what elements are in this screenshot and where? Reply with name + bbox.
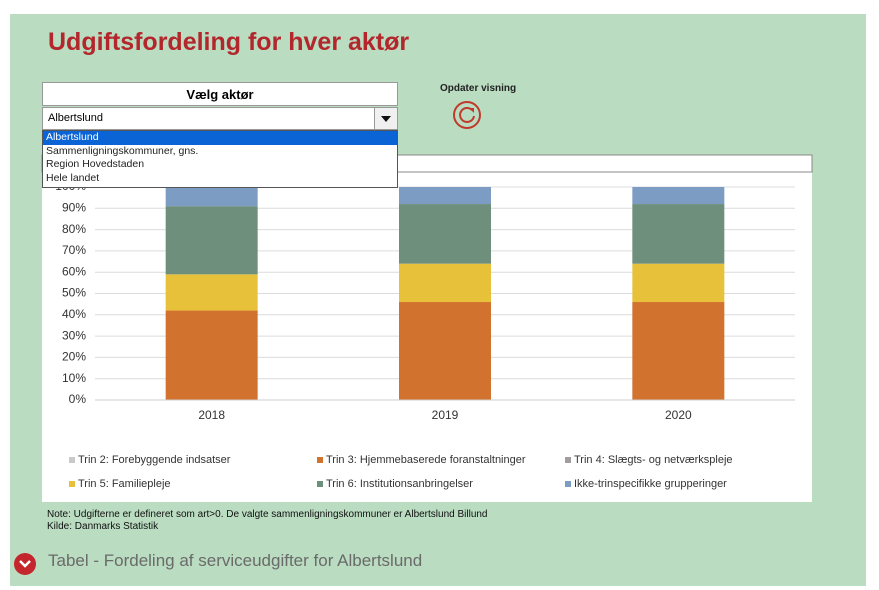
- dropdown-option[interactable]: Hele landet: [46, 171, 100, 184]
- legend-swatch: [317, 457, 323, 463]
- legend-swatch: [565, 457, 571, 463]
- x-tick-label: 2020: [665, 408, 692, 422]
- page-title: Udgiftsfordeling for hver aktør: [48, 28, 410, 56]
- legend-swatch: [69, 481, 75, 487]
- legend-swatch: [69, 457, 75, 463]
- y-tick-label: 40%: [62, 307, 86, 321]
- bar-segment: [399, 187, 491, 205]
- y-tick-label: 50%: [62, 286, 86, 300]
- selector: Vælg aktør Albertslund Albertslund Samme…: [42, 82, 398, 188]
- legend-swatch: [565, 481, 571, 487]
- dropdown-option[interactable]: Sammenligningskommuner, gns.: [46, 144, 199, 157]
- selected-value: Albertslund: [48, 112, 104, 124]
- bar-segment: [632, 204, 725, 264]
- y-tick-label: 0%: [69, 392, 87, 406]
- legend-label: Trin 6: Institutionsanbringelser: [326, 478, 473, 490]
- dropdown-list: Albertslund Sammenligningskommuner, gns.…: [42, 130, 398, 188]
- source: Kilde: Danmarks Statistik: [47, 521, 159, 532]
- legend-label: Ikke-trinspecifikke grupperinger: [574, 478, 727, 490]
- arrow-icon: [381, 116, 391, 122]
- bar-segment: [632, 302, 725, 400]
- chevron-icon: [14, 553, 36, 575]
- y-tick-label: 70%: [62, 243, 86, 257]
- selector-input[interactable]: Albertslund: [42, 107, 398, 130]
- bar-segment: [399, 302, 491, 400]
- y-tick-label: 60%: [62, 264, 86, 278]
- note: Note: Udgifterne er defineret som art>0.…: [47, 509, 488, 520]
- y-tick-label: 80%: [62, 222, 86, 236]
- legend-label: Trin 2: Forebyggende indsatser: [78, 454, 231, 466]
- x-tick-label: 2018: [198, 408, 225, 422]
- dropdown-arrow[interactable]: [374, 108, 397, 129]
- legend-label: Trin 4: Slægts- og netværkspleje: [574, 454, 733, 466]
- bar-segment: [632, 263, 725, 303]
- bar-segment: [632, 187, 725, 205]
- bar-segment: [165, 206, 258, 275]
- y-tick-label: 90%: [62, 200, 86, 214]
- refresh-icon: [453, 101, 481, 129]
- legend-swatch: [317, 481, 323, 487]
- bar-segment: [399, 204, 491, 264]
- refresh-button[interactable]: [452, 100, 482, 135]
- legend-label: Trin 5: Familiepleje: [78, 478, 171, 490]
- y-tick-label: 20%: [62, 350, 86, 364]
- dropdown-option[interactable]: Albertslund: [43, 131, 397, 145]
- table-toggle-label[interactable]: Tabel - Fordeling af serviceudgifter for…: [48, 551, 423, 570]
- y-tick-label: 30%: [62, 328, 86, 342]
- selector-label: Vælg aktør: [42, 82, 398, 106]
- refresh-label: Opdater visning: [440, 83, 517, 94]
- expand-button[interactable]: [13, 552, 37, 581]
- bar-segment: [165, 187, 258, 207]
- notes: Note: Udgifterne er defineret som art>0.…: [47, 509, 488, 533]
- bar-segment: [165, 274, 258, 311]
- x-tick-label: 2019: [432, 408, 459, 422]
- y-tick-label: 10%: [62, 371, 86, 385]
- legend-label: Trin 3: Hjemmebaserede foranstaltninger: [326, 454, 526, 466]
- bar-segment: [399, 263, 491, 303]
- bar-segment: [165, 310, 258, 400]
- dropdown-option[interactable]: Region Hovedstaden: [46, 158, 145, 170]
